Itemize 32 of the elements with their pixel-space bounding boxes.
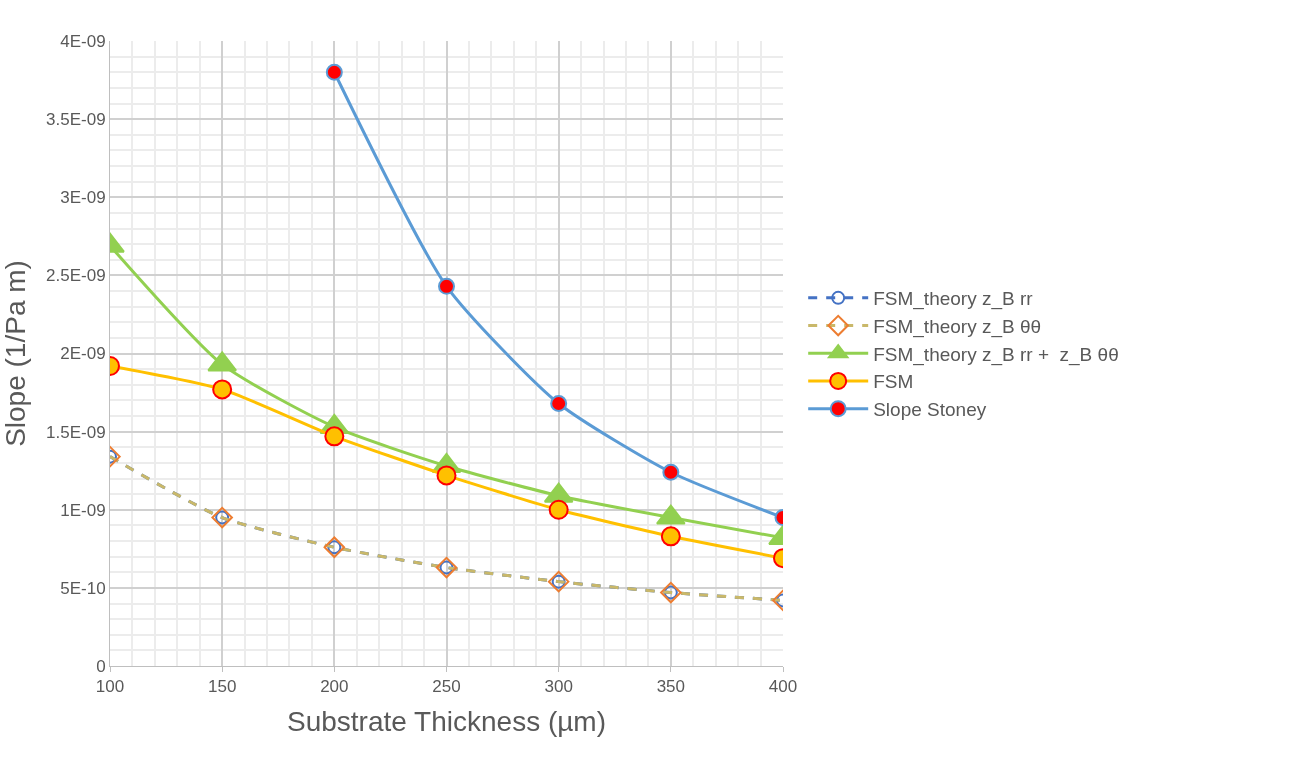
point — [550, 395, 568, 412]
x-tick-label: 100 — [95, 677, 125, 697]
y-tick-label: 5E-10 — [60, 578, 106, 598]
y-tick-label: 1E-09 — [60, 500, 106, 520]
y-axis-title: Slope (1/Pa m) — [0, 260, 31, 447]
y-tick-label: 0 — [96, 656, 106, 676]
x-tick-label: 200 — [320, 677, 349, 697]
y-tick-label: 3.5E-09 — [46, 110, 106, 130]
point — [660, 526, 681, 547]
legend-label: FSM_theory z_B rr — [873, 288, 1034, 311]
y-tick-label: 2.5E-09 — [46, 266, 106, 286]
point — [548, 499, 569, 520]
legend-label: Slope Stoney — [873, 399, 987, 421]
point — [324, 426, 345, 447]
legend-label: FSM_theory z_B θθ — [873, 315, 1042, 338]
point — [436, 465, 457, 486]
legend-label: FSM — [873, 371, 914, 393]
x-tick-label: 150 — [207, 677, 237, 697]
x-axis-title: Substrate Thickness (µm) — [286, 705, 607, 737]
y-tick-label: 2E-09 — [60, 344, 106, 364]
y-tick-label: 4E-09 — [60, 31, 106, 51]
y-tick-label: 3E-09 — [60, 188, 106, 208]
point — [438, 277, 455, 295]
x-tick-label: 250 — [432, 677, 461, 697]
x-tick-label: 400 — [768, 677, 798, 697]
y-tick-label: 1.5E-09 — [46, 422, 106, 442]
point — [662, 463, 680, 481]
point — [212, 379, 233, 400]
legend-label: FSM_theory z_B rr + z_B θθ — [873, 343, 1119, 366]
x-tick-label: 350 — [656, 677, 686, 697]
x-tick-label: 300 — [544, 677, 573, 697]
point — [325, 63, 343, 81]
